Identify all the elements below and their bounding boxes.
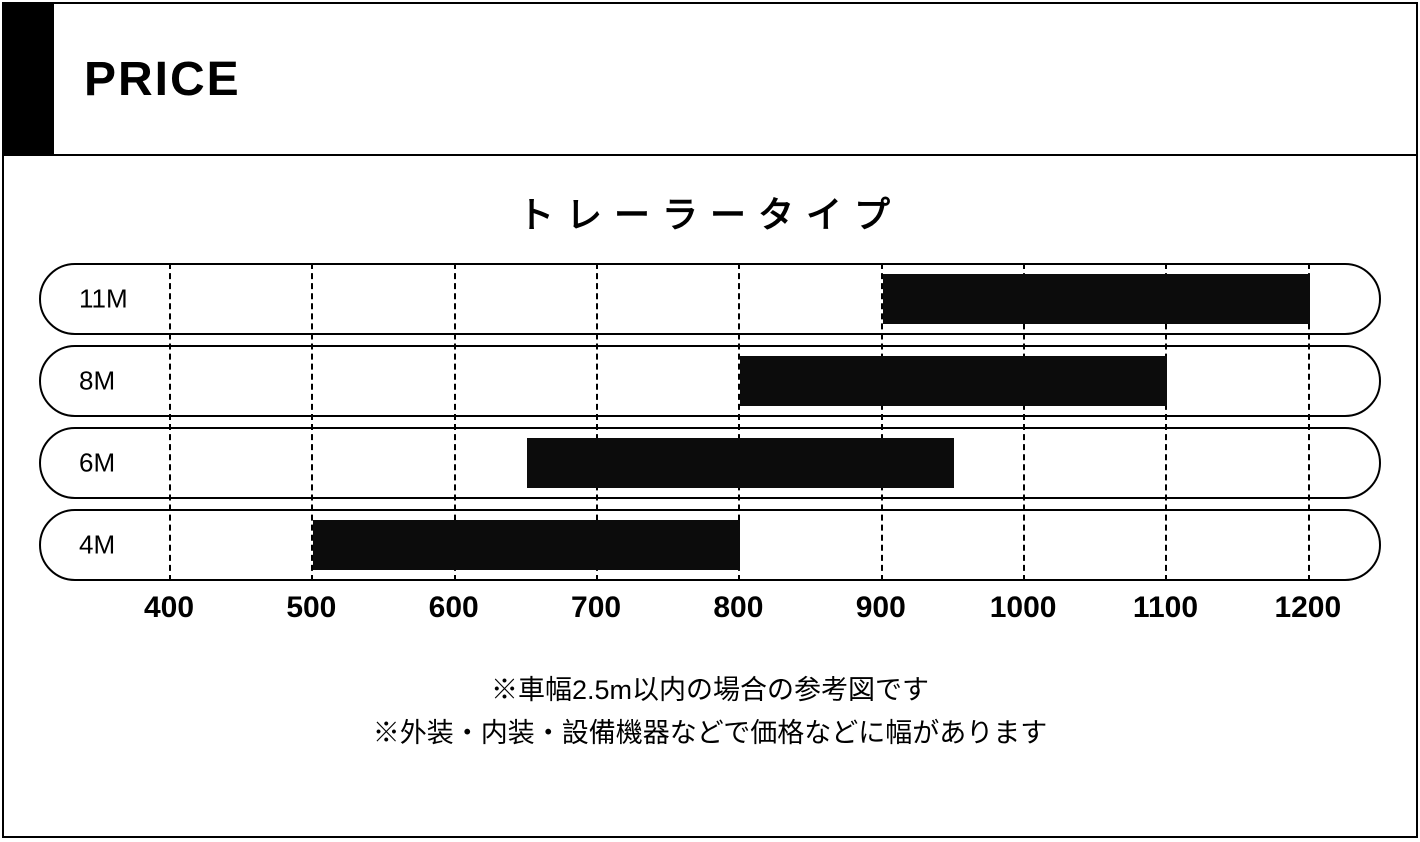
- range-bar: [527, 438, 954, 488]
- chart-title: トレーラータイプ: [39, 186, 1381, 238]
- note-line-1: ※車幅2.5m以内の場合の参考図です: [39, 669, 1381, 712]
- note-line-2: ※外装・内装・設備機器などで価格などに幅があります: [39, 712, 1381, 755]
- axis-tick-label: 500: [286, 591, 336, 625]
- range-bar: [740, 356, 1167, 406]
- row-label: 8M: [79, 366, 115, 397]
- axis-tick-label: 1000: [990, 591, 1057, 625]
- range-bar: [313, 520, 740, 570]
- chart-area: 11M 8M 6M 4M: [39, 263, 1381, 581]
- chart-row: 4M: [39, 509, 1381, 581]
- chart-container: トレーラータイプ 11M 8M 6M 4M 400 500 600 700 800 900 100…: [4, 156, 1416, 775]
- header: PRICE: [4, 4, 1416, 156]
- axis-tick-label: 600: [429, 591, 479, 625]
- axis-tick-label: 400: [144, 591, 194, 625]
- axis-tick-label: 700: [571, 591, 621, 625]
- axis-tick-label: 1100: [1133, 591, 1198, 625]
- axis-labels: 400 500 600 700 800 900 1000 1100 1200: [39, 591, 1381, 641]
- axis-tick-label: 900: [856, 591, 906, 625]
- page-title: PRICE: [84, 52, 241, 107]
- chart-row: 6M: [39, 427, 1381, 499]
- chart-row: 8M: [39, 345, 1381, 417]
- axis-tick-label: 1200: [1274, 591, 1341, 625]
- axis-tick-label: 800: [713, 591, 763, 625]
- row-label: 4M: [79, 530, 115, 561]
- outer-frame: PRICE トレーラータイプ 11M 8M 6M 4M 400 500 600 700 800…: [2, 2, 1418, 838]
- header-accent-block: [4, 4, 54, 154]
- row-label: 11M: [79, 284, 128, 315]
- chart-notes: ※車幅2.5m以内の場合の参考図です ※外装・内装・設備機器などで価格などに幅が…: [39, 669, 1381, 755]
- chart-row: 11M: [39, 263, 1381, 335]
- title-area: PRICE: [54, 4, 241, 154]
- range-bar: [883, 274, 1310, 324]
- row-label: 6M: [79, 448, 115, 479]
